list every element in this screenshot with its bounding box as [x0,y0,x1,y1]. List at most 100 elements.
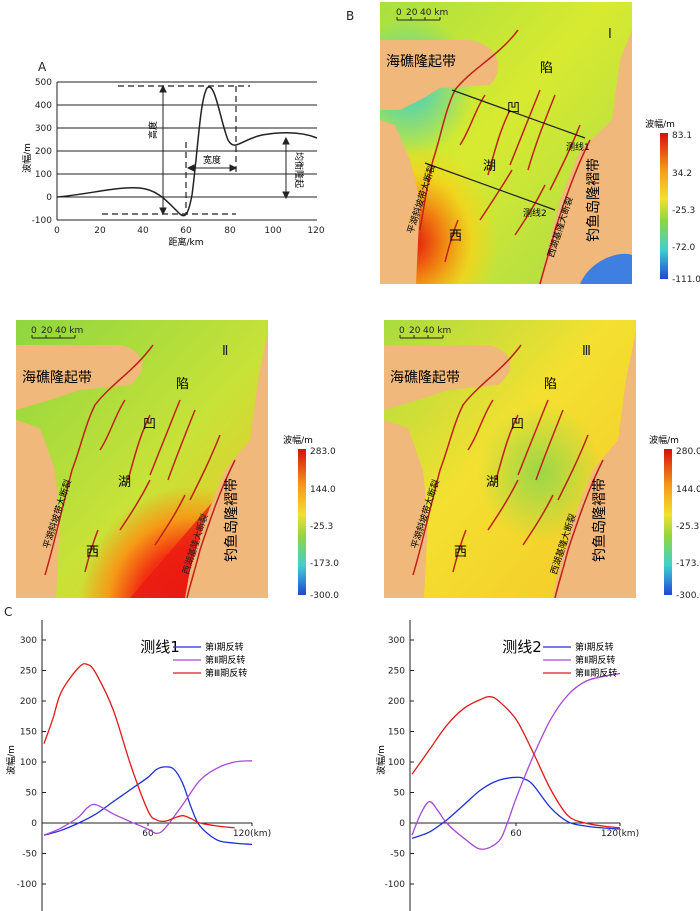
chart-series-line [411,695,621,829]
map-3-fault [517,399,549,476]
map-1-roman-label: Ⅰ [608,27,612,42]
panel-a-ytick: 300 [35,124,52,134]
map-3-roman-label: Ⅲ [582,344,591,359]
map-1-fault [444,219,459,263]
chart-y-tick-label: 100 [20,758,37,768]
panel-a-uplift-label: 均衡隆起 [293,152,305,188]
map-1-diaoyu-land [540,30,632,284]
map-2-hu-label: 湖 [118,475,131,490]
panel-a-xtick: 40 [137,226,149,236]
chart-y-tick-label: 150 [388,728,405,738]
panel-a-ytick: 0 [46,193,52,203]
panel-label-a: A [38,60,47,74]
chart-y-tick-label: 100 [388,758,405,768]
map-3-ao-label: 凹 [511,417,524,432]
map-2-legend-value: 144.0 [310,485,336,495]
chart-y-label: 波幅/m [5,745,17,775]
chart-y-tick-label: 250 [20,667,37,677]
map-3-scale-bar [399,335,444,339]
map-2-colorbar [298,449,306,595]
map-1-fault [459,94,486,146]
chart-series-line [411,672,621,850]
panel-a-ytick: 200 [35,147,52,157]
chart-legend-label: 第Ⅰ期反转 [575,641,614,653]
map-3-fault [557,434,589,501]
chart-y-tick-label: 200 [20,697,37,707]
chart-x-tick-label: 60 [142,829,154,839]
map-2-legend-value: 283.0 [310,447,336,457]
chart-legend-label: 第Ⅱ期反转 [575,654,615,666]
map-2-roman-label: Ⅱ [222,344,228,359]
panel-a-profile-curve [56,86,318,217]
panel-a-ytick: -100 [32,216,53,226]
panel-a-xtick: 80 [224,226,236,236]
chart-y-tick-label: 0 [31,819,37,829]
map-3-fault [467,399,494,451]
map-2-scale-label: 20 [41,326,53,336]
map-2-xi-label: 西 [86,545,99,560]
map-2-fault [99,399,126,451]
map-1-survey-line-1 [451,89,586,139]
map-3-hu-label: 湖 [486,475,499,490]
map-panel-2: 0 20 40 km Ⅱ 海礁隆起带 陷 凹 湖 西 平湖斜坡带大断裂 西湖基隆… [16,320,268,599]
map-1-fault [539,139,591,285]
map-2-legend-value: -300.0 [310,591,339,601]
map-2-haijiao-land [16,345,143,410]
map-1-legend-value: -111.0 [672,275,700,285]
chart-y-tick-label: 300 [20,636,37,646]
map-1-west-land [380,120,420,284]
map-3-legend: 波幅/m 280.0 144.0 -25.3 -173.0 -300.0 [649,434,700,601]
map-2-scale-label: 40 km [55,326,83,336]
map-1-fault [487,109,511,176]
map-1-fault [514,184,546,236]
map-3-west-land [384,420,428,598]
chart-y-tick-label: 50 [26,789,38,799]
panel-a-ytick: 500 [35,78,52,88]
panel-a-xtick: 20 [94,226,106,236]
chart-y-label: 波幅/m [375,745,387,775]
chart-y-tick-label: 200 [388,697,405,707]
map-1-haijiao-land [380,40,499,110]
map-1-survey-line-2 [424,162,556,211]
map-3-fault [522,494,554,546]
map-2-legend-value: -25.3 [310,522,333,532]
map-3-scale-label: 20 [409,326,421,336]
panel-label-b: B [346,9,354,23]
map-1-hu-label: 湖 [483,159,496,174]
map-2-xian-label: 陷 [176,377,189,392]
map-1-scale-label: 0 [396,8,402,18]
chart-y-tick-label: 50 [394,789,406,799]
map-1-legend-title: 波幅/m [645,118,675,130]
chart-title: 测线2 [502,638,542,656]
map-2-legend: 波幅/m 283.0 144.0 -25.3 -173.0 -300.0 [283,434,339,601]
chart-y-tick-label: -100 [385,880,406,890]
chart-series-line [43,760,253,836]
map-2-legend-title: 波幅/m [283,434,313,446]
panel-a-ytick: 100 [35,170,52,180]
map-3-scale-label: 40 km [423,326,451,336]
panel-a-xtick: 120 [307,226,324,236]
map-3-scale-label: 0 [399,326,405,336]
map-3-legend-value: -25.3 [676,522,699,532]
map-panel-3: 0 20 40 km Ⅲ 海礁隆起带 陷 凹 湖 西 平湖斜坡带大断裂 西湖基隆… [384,320,636,599]
map-2-fault [189,434,221,501]
map-3-fault [412,344,522,576]
map-3-colorbar [664,449,672,595]
panel-a-ytick: 400 [35,101,52,111]
map-3-diaoyu-label: 钓鱼岛隆褶带 [591,478,608,562]
map-1-ao-label: 凹 [507,101,520,116]
panel-label-c: C [4,605,12,619]
map-1-fault [479,169,513,221]
map-3-fault [452,529,467,573]
map-2-fault [44,344,154,576]
map-2-fault [127,414,151,481]
chart-y-tick-label: -50 [22,850,37,860]
chart-y-tick-label: -50 [390,850,405,860]
chart-y-tick-label: 150 [20,728,37,738]
map-3-legend-value: 144.0 [676,485,700,495]
map-1-xi-label: 西 [449,229,462,244]
chart-series-line [411,776,621,839]
map-2-haijiao-label: 海礁隆起带 [22,370,92,386]
map-2-fault [119,479,151,531]
